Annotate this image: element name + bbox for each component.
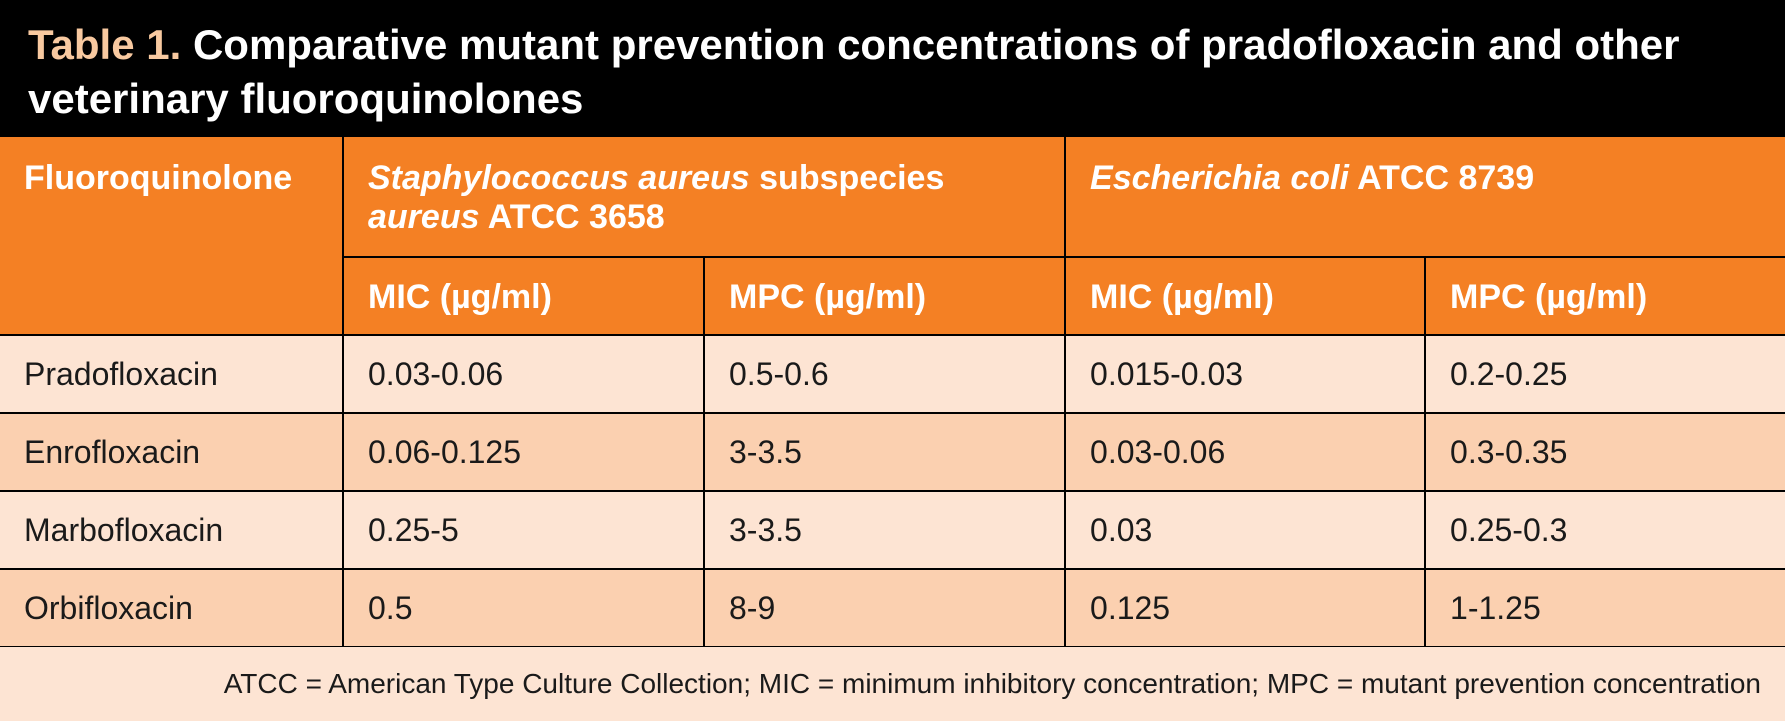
ecoli-species-italic: Escherichia coli bbox=[1090, 159, 1349, 197]
table-footnote: ATCC = American Type Culture Collection;… bbox=[0, 647, 1785, 721]
header-row-species: Fluoroquinolone Staphylococcus aureus su… bbox=[0, 137, 1785, 336]
staph-mic-cell: 0.25-5 bbox=[343, 491, 705, 570]
staph-mic-cell: 0.5 bbox=[343, 569, 705, 648]
header-ecoli-mpc: MPC (µg/ml) bbox=[1425, 257, 1785, 336]
staph-mic-cell: 0.06-0.125 bbox=[343, 413, 705, 492]
header-ecoli-mic: MIC (µg/ml) bbox=[1065, 257, 1427, 336]
ecoli-mic-cell: 0.015-0.03 bbox=[1065, 335, 1427, 414]
ecoli-mic-cell: 0.125 bbox=[1065, 569, 1427, 648]
staph-subspecies-italic: aureus bbox=[368, 198, 480, 236]
staph-mpc-cell: 3-3.5 bbox=[704, 413, 1067, 492]
ecoli-mpc-cell: 0.2-0.25 bbox=[1425, 335, 1785, 414]
ecoli-mpc-cell: 0.25-0.3 bbox=[1425, 491, 1785, 570]
header-staph-mic: MIC (µg/ml) bbox=[343, 257, 705, 336]
table-title-bar: Table 1. Comparative mutant prevention c… bbox=[0, 0, 1785, 137]
data-table: Fluoroquinolone Staphylococcus aureus su… bbox=[0, 137, 1785, 648]
header-escherichia: Escherichia coli ATCC 8739 bbox=[1065, 137, 1785, 258]
drug-name-cell: Marbofloxacin bbox=[0, 491, 344, 570]
header-row-measures: MIC (µg/ml) MPC (µg/ml) MIC (µg/ml) MPC … bbox=[0, 257, 1785, 336]
table-title-text: Comparative mutant prevention concentrat… bbox=[28, 21, 1680, 122]
ecoli-mpc-cell: 0.3-0.35 bbox=[1425, 413, 1785, 492]
drug-name-cell: Pradofloxacin bbox=[0, 335, 344, 414]
staph-subspecies-word: subspecies bbox=[759, 159, 945, 197]
ecoli-mic-cell: 0.03-0.06 bbox=[1065, 413, 1427, 492]
table-row: Pradofloxacin 0.03-0.06 0.5-0.6 0.015-0.… bbox=[0, 335, 1785, 414]
staph-mpc-cell: 0.5-0.6 bbox=[704, 335, 1067, 414]
table-row: Enrofloxacin 0.06-0.125 3-3.5 0.03-0.06 … bbox=[0, 413, 1785, 492]
header-staph-mpc: MPC (µg/ml) bbox=[704, 257, 1067, 336]
table-row: Orbifloxacin 0.5 8-9 0.125 1-1.25 bbox=[0, 569, 1785, 648]
staph-mpc-cell: 8-9 bbox=[704, 569, 1067, 648]
header-fluoroquinolone: Fluoroquinolone bbox=[0, 137, 344, 336]
drug-name-cell: Enrofloxacin bbox=[0, 413, 344, 492]
staph-species-italic: Staphylococcus aureus bbox=[368, 159, 750, 197]
header-staphylococcus: Staphylococcus aureus subspecies aureus A… bbox=[343, 137, 1067, 258]
table-row: Marbofloxacin 0.25-5 3-3.5 0.03 0.25-0.3 bbox=[0, 491, 1785, 570]
table-title: Table 1. Comparative mutant prevention c… bbox=[28, 18, 1728, 126]
staph-strain: ATCC 3658 bbox=[487, 198, 665, 236]
drug-name-cell: Orbifloxacin bbox=[0, 569, 344, 648]
staph-mic-cell: 0.03-0.06 bbox=[343, 335, 705, 414]
ecoli-mic-cell: 0.03 bbox=[1065, 491, 1427, 570]
staph-mpc-cell: 3-3.5 bbox=[704, 491, 1067, 570]
table-number-label: Table 1. bbox=[28, 21, 182, 68]
ecoli-mpc-cell: 1-1.25 bbox=[1425, 569, 1785, 648]
ecoli-strain: ATCC 8739 bbox=[1357, 159, 1535, 197]
